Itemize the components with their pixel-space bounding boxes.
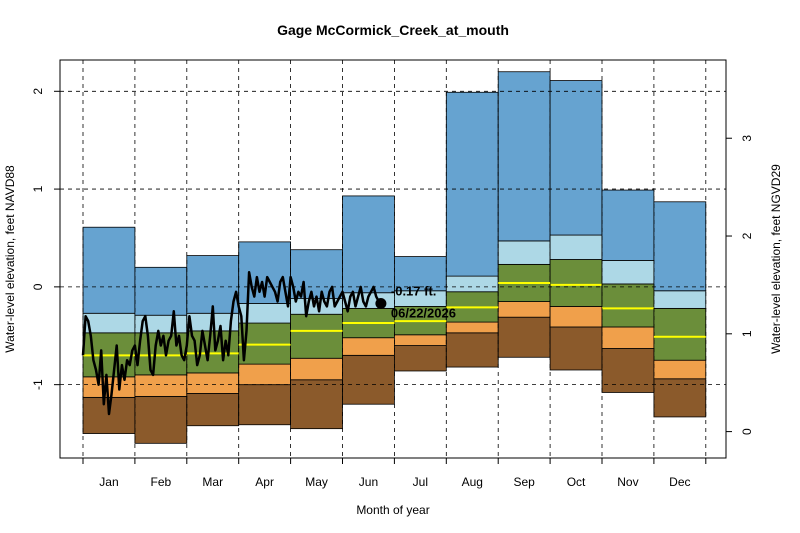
band-dec-4 (653, 201, 707, 292)
band-apr-1 (238, 363, 291, 386)
median-lines (83, 281, 706, 357)
band-nov-1 (601, 326, 655, 349)
plot-frame (59, 59, 727, 459)
band-dec-0 (653, 378, 707, 418)
x-tick-label: Feb (151, 475, 172, 489)
current-date-label: 06/22/2026 (391, 305, 456, 320)
x-tick-label: Jan (99, 475, 118, 489)
hydrograph (81, 270, 382, 416)
band-jan-1 (82, 376, 136, 398)
current-point (375, 297, 387, 309)
y-right-tick-label: 2 (740, 232, 754, 239)
band-oct-3 (549, 234, 603, 260)
y-left-tick-label: 1 (31, 185, 45, 192)
current-reading: -0.17 ft. 06/22/2026 (375, 283, 456, 320)
band-may-1 (290, 357, 343, 381)
x-tick-label: Nov (617, 475, 638, 489)
band-jul-0 (393, 345, 447, 372)
band-dec-1 (653, 359, 707, 380)
x-tick-label: Oct (567, 475, 586, 489)
y-right-tick-label: 3 (740, 135, 754, 142)
band-feb-4 (134, 266, 188, 316)
band-oct-1 (549, 306, 603, 328)
y-axis-left: -1 0 1 2 (31, 88, 60, 390)
band-sep-1 (497, 301, 551, 318)
band-oct-4 (549, 80, 603, 236)
x-tick-label: Dec (669, 475, 690, 489)
x-tick-label: Aug (462, 475, 483, 489)
band-dec-3 (653, 290, 707, 309)
y-right-tick-label: 0 (740, 428, 754, 435)
x-tick-label: Jul (413, 475, 428, 489)
band-oct-2 (549, 259, 603, 307)
band-jun-4 (342, 195, 395, 294)
band-aug-3 (445, 275, 499, 293)
band-nov-0 (601, 348, 655, 393)
water-level-line (81, 270, 382, 416)
y-axis-right-label: Water-level elevation, feet NGVD29 (769, 164, 783, 354)
band-feb-0 (134, 395, 188, 444)
band-feb-1 (134, 374, 188, 397)
y-left-tick-label: 0 (31, 283, 45, 290)
band-nov-2 (601, 283, 655, 328)
x-tick-label: May (305, 475, 328, 489)
band-sep-4 (497, 71, 551, 242)
y-left-tick-label: 2 (31, 88, 45, 95)
band-jul-1 (393, 334, 447, 346)
band-aug-0 (445, 332, 499, 368)
band-mar-1 (186, 372, 240, 394)
chart-title: Gage McCormick_Creek_at_mouth (277, 22, 509, 38)
band-apr-0 (238, 384, 291, 426)
band-sep-3 (497, 240, 551, 265)
band-jan-4 (82, 226, 136, 314)
band-mar-0 (186, 393, 240, 427)
y-right-tick-label: 1 (740, 330, 754, 337)
band-oct-0 (549, 326, 603, 371)
band-jun-1 (342, 337, 395, 356)
band-may-0 (290, 379, 343, 430)
band-mar-4 (186, 255, 240, 314)
y-axis-left-label: Water-level elevation, feet NAVD88 (3, 165, 17, 353)
y-axis-right: 0 1 2 3 (726, 135, 754, 435)
x-axis-label: Month of year (356, 503, 429, 517)
band-nov-3 (601, 260, 655, 285)
band-may-2 (290, 313, 343, 359)
x-tick-label: Mar (202, 475, 223, 489)
current-value-label: -0.17 ft. (391, 283, 437, 298)
x-tick-label: Apr (255, 475, 274, 489)
band-aug-4 (445, 91, 499, 277)
percentile-bands (82, 71, 707, 444)
band-jul-4 (393, 256, 447, 292)
band-jun-0 (342, 354, 395, 405)
x-axis: Jan Feb Mar Apr May Jun Jul Aug Sep Oct Nov Dec (82, 458, 707, 489)
x-tick-label: Sep (513, 475, 535, 489)
band-dec-2 (653, 307, 707, 361)
x-tick-label: Jun (359, 475, 378, 489)
band-aug-1 (445, 321, 499, 334)
band-nov-4 (601, 189, 655, 261)
band-sep-0 (497, 316, 551, 358)
y-left-tick-label: -1 (31, 379, 45, 390)
grid-lines (60, 60, 726, 458)
